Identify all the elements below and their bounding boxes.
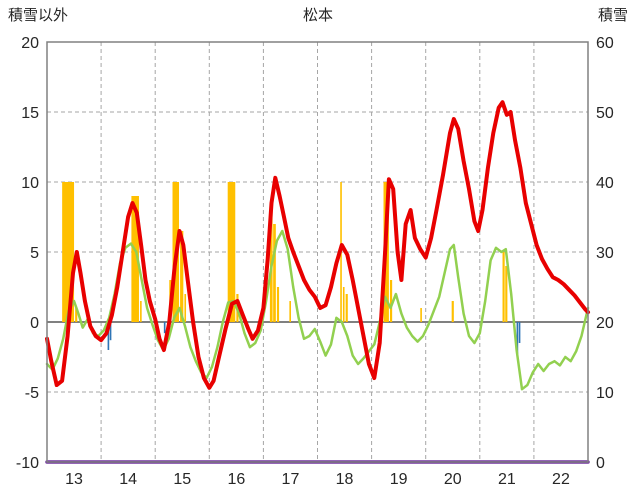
left-axis-title: 積雪以外 xyxy=(8,7,69,24)
orange-bars-bar xyxy=(140,301,142,322)
x-axis-tick-label: 15 xyxy=(173,471,191,488)
orange-bars-bar xyxy=(389,280,393,322)
x-axis-tick-label: 18 xyxy=(336,471,354,488)
left-axis-tick-label: -5 xyxy=(25,385,39,402)
orange-bars-bar xyxy=(289,301,291,322)
right-axis-tick-label: 50 xyxy=(596,105,614,122)
right-axis-tick-label: 60 xyxy=(596,35,614,52)
x-axis-tick-label: 13 xyxy=(65,471,83,488)
blue-bars-bar xyxy=(518,322,521,343)
left-axis-tick-label: 5 xyxy=(30,245,39,262)
right-axis-tick-label: 40 xyxy=(596,175,614,192)
green-line xyxy=(45,229,590,391)
orange-bars-bar xyxy=(62,182,75,322)
orange-bars-bar xyxy=(131,196,139,322)
orange-bars-bar xyxy=(451,301,454,322)
orange-bars-bar xyxy=(75,308,78,322)
x-axis-tick-label: 22 xyxy=(552,471,570,488)
right-axis-tick-label: 0 xyxy=(596,455,605,472)
left-axis-tick-label: 20 xyxy=(21,35,39,52)
left-axis-tick-label: 10 xyxy=(21,175,39,192)
right-axis-tick-label: 30 xyxy=(596,245,614,262)
orange-bars-bar xyxy=(180,231,184,322)
orange-bars-bar xyxy=(276,287,280,322)
orange-bars-bar xyxy=(345,294,348,322)
orange-bars-bar xyxy=(227,182,236,322)
orange-bars-bar xyxy=(273,224,276,322)
orange-bars-bar xyxy=(420,308,422,322)
x-axis-tick-label: 21 xyxy=(498,471,516,488)
x-axis-tick-label: 14 xyxy=(119,471,137,488)
x-axis-tick-label: 17 xyxy=(282,471,300,488)
plot-border xyxy=(46,41,589,463)
blue-bars-bar xyxy=(163,322,166,334)
blue-bars-bar xyxy=(516,322,519,355)
orange-bars-bar xyxy=(342,287,345,322)
blue-bars-bar xyxy=(109,322,112,341)
left-axis-tick-label: 15 xyxy=(21,105,39,122)
right-axis-tick-label: 20 xyxy=(596,315,614,332)
right-axis-title: 積雪 xyxy=(597,7,628,24)
orange-bars-bar xyxy=(502,252,505,322)
red-line xyxy=(45,100,590,390)
blue-bars-bar xyxy=(107,322,110,350)
left-axis-tick-label: -10 xyxy=(16,455,39,472)
x-axis-tick-label: 19 xyxy=(390,471,408,488)
left-axis-tick-label: 0 xyxy=(30,315,39,332)
x-axis-tick-label: 20 xyxy=(444,471,462,488)
x-axis-tick-label: 16 xyxy=(227,471,245,488)
orange-bars-bar xyxy=(505,266,508,322)
orange-bars-bar xyxy=(184,294,187,322)
chart-title: 松本 xyxy=(302,7,333,24)
right-axis-tick-label: 10 xyxy=(596,385,614,402)
